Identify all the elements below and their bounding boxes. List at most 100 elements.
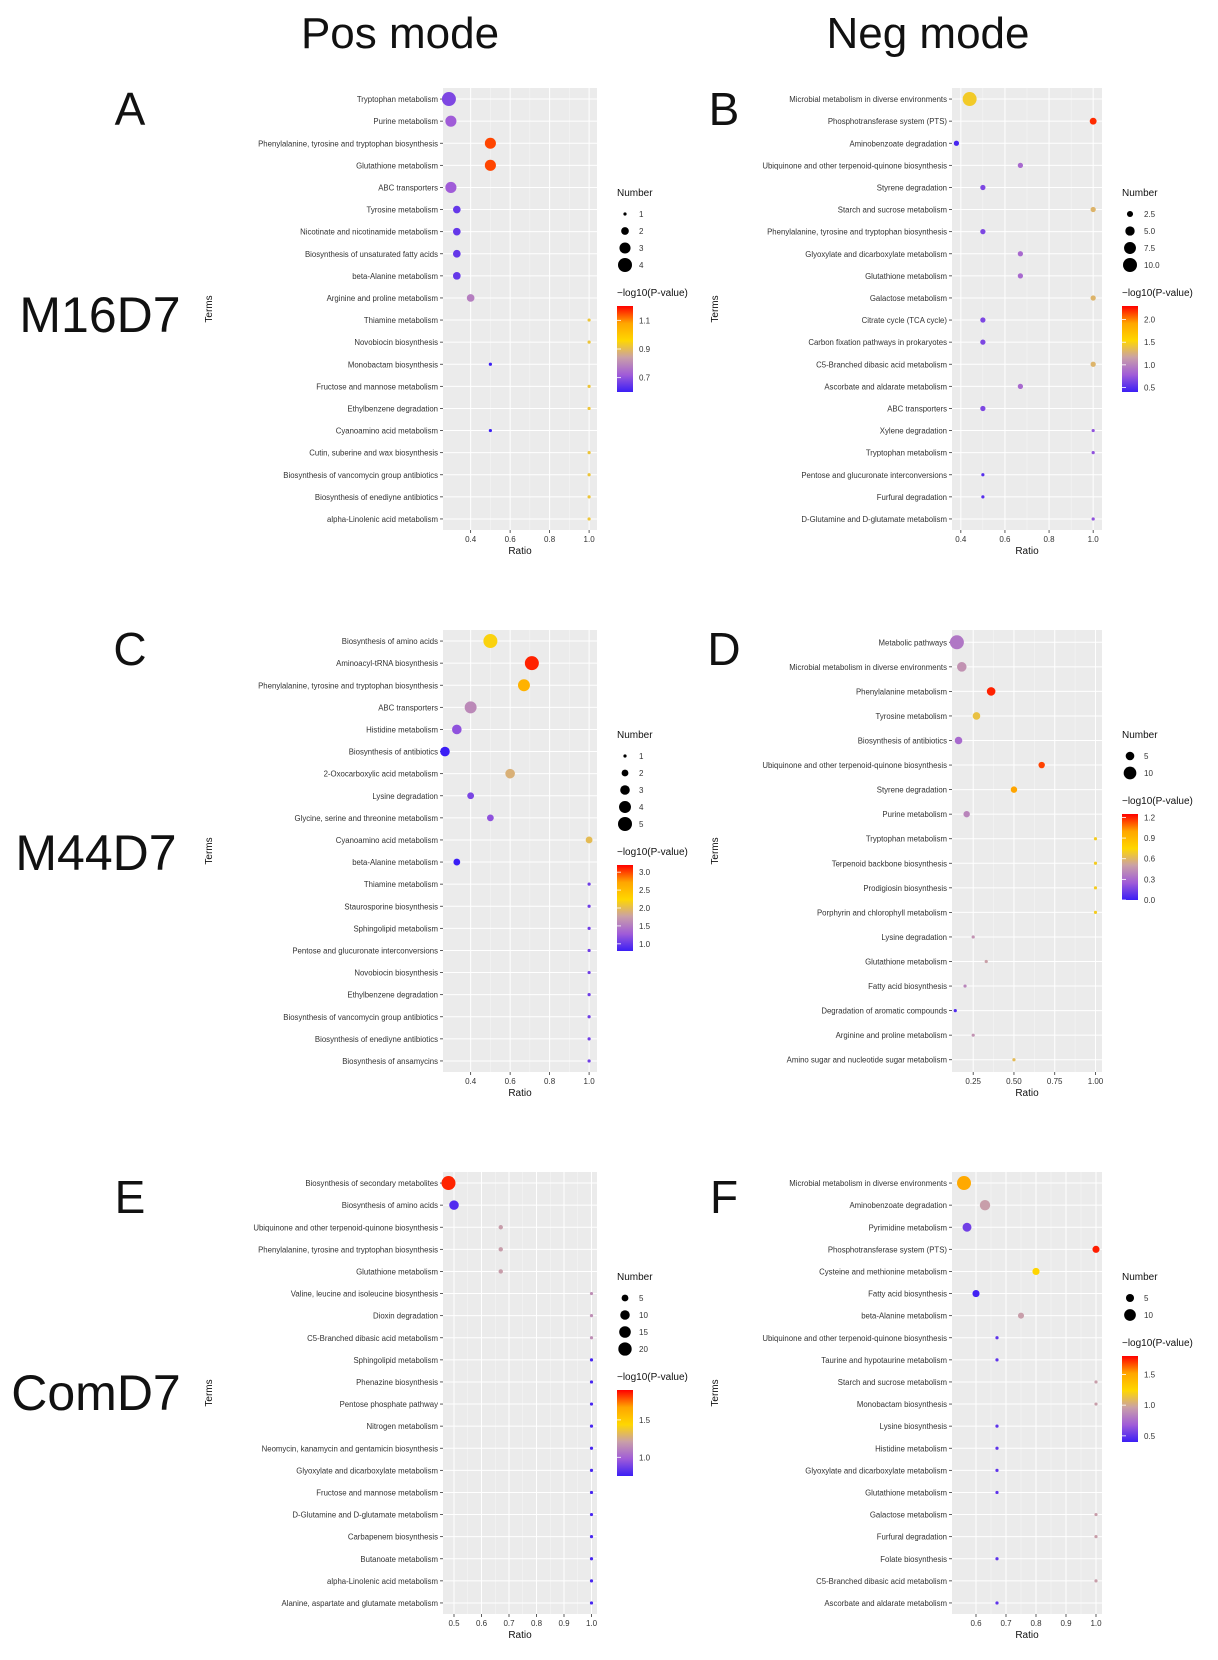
term-label: Glutathione metabolism: [865, 958, 947, 967]
size-legend-dot: [1125, 226, 1135, 236]
term-label: Ethylbenzene degradation: [347, 404, 438, 413]
panel-e: E 0.5 0.6 0.7 0.8 0.9 1.0 Biosynthesis of secon…: [115, 1171, 688, 1641]
term-label: Biosynthesis of enediyne antibiotics: [315, 493, 438, 502]
term-label: Phenylalanine, tyrosine and tryptophan b…: [258, 681, 438, 690]
term-label: Histidine metabolism: [366, 725, 438, 734]
panel-letter: C: [113, 623, 146, 675]
panel-letter: D: [707, 623, 740, 675]
term-label: Glutathione metabolism: [356, 1267, 438, 1276]
data-point: [1038, 761, 1045, 769]
x-tick-label: 0.8: [1043, 535, 1055, 544]
row-label-comd7: ComD7: [11, 1365, 180, 1421]
term-label: Nicotinate and nicotinamide metabolism: [300, 228, 438, 237]
data-point: [1017, 273, 1024, 279]
term-label: Aminobenzoate degradation: [849, 1201, 947, 1210]
data-point: [589, 1535, 594, 1539]
data-point: [587, 318, 591, 322]
term-label: Biosynthesis of enediyne antibiotics: [315, 1035, 438, 1044]
color-bar: [617, 865, 633, 951]
x-tick-label: 0.8: [544, 1077, 556, 1086]
term-label: Alanine, aspartate and glutamate metabol…: [282, 1599, 438, 1608]
term-label: Biosynthesis of antibiotics: [858, 737, 947, 746]
term-label: Biosynthesis of unsaturated fatty acids: [305, 250, 438, 259]
color-legend-title: −log10(P-value): [617, 1372, 688, 1383]
term-label: Phenylalanine metabolism: [856, 687, 947, 696]
column-header-neg: Neg mode: [826, 9, 1029, 58]
data-point: [1091, 428, 1095, 433]
y-axis-label: Terms: [710, 295, 721, 322]
size-legend-dot: [1124, 242, 1136, 254]
term-label: Citrate cycle (TCA cycle): [862, 316, 948, 325]
x-axis-label: Ratio: [1015, 1088, 1039, 1099]
term-label: Staurosporine biosynthesis: [344, 902, 438, 911]
term-label: Cyanoamino acid metabolism: [336, 427, 438, 436]
size-legend-label: 10.0: [1144, 261, 1160, 270]
term-label: 2-Oxocarboxylic acid metabolism: [324, 770, 438, 779]
term-label: Folate biosynthesis: [880, 1555, 947, 1564]
color-legend-label: 0.6: [1144, 855, 1156, 864]
size-legend-label: 1: [639, 752, 644, 761]
term-label: C5-Branched dibasic acid metabolism: [816, 1577, 947, 1586]
color-legend-label: 1.1: [639, 316, 651, 325]
data-point: [1090, 295, 1096, 301]
data-point: [1017, 251, 1024, 257]
data-point: [441, 1176, 456, 1191]
data-point: [585, 836, 593, 844]
term-label: Amino sugar and nucleotide sugar metabol…: [787, 1056, 947, 1065]
x-tick-label: 0.6: [505, 1077, 517, 1086]
term-label: Phosphotransferase system (PTS): [828, 1245, 948, 1254]
size-legend-label: 3: [639, 244, 644, 253]
color-legend-title: −log10(P-value): [1122, 288, 1193, 299]
data-point: [1092, 1245, 1100, 1253]
data-point: [1091, 517, 1095, 521]
color-legend-label: 1.0: [639, 1453, 651, 1462]
data-point: [587, 926, 591, 930]
term-label: Glycine, serine and threonine metabolism: [295, 814, 438, 823]
data-point: [466, 294, 475, 302]
color-legend-label: 1.0: [1144, 361, 1156, 370]
size-legend-dot: [623, 212, 627, 216]
size-legend-label: 4: [639, 803, 644, 812]
x-tick-label: 0.8: [544, 535, 556, 544]
data-point: [505, 768, 515, 779]
data-point: [449, 1200, 459, 1210]
data-point: [587, 406, 591, 411]
term-label: Tyrosine metabolism: [367, 206, 439, 215]
term-label: Ubiquinone and other terpenoid-quinone b…: [253, 1223, 438, 1232]
term-label: Carbapenem biosynthesis: [348, 1533, 438, 1542]
y-axis-label: Terms: [204, 295, 215, 322]
size-legend-label: 10: [639, 1311, 648, 1320]
term-label: Tryptophan metabolism: [357, 95, 438, 104]
row-label-m16d7: M16D7: [19, 287, 180, 343]
x-tick-label: 0.9: [1060, 1619, 1072, 1628]
term-label: Lysine degradation: [372, 792, 438, 801]
data-point: [1093, 861, 1098, 865]
data-point: [464, 701, 477, 714]
panel-d: D 0.25 0.50 0.75 1.00 Metabolic pathways Micro…: [707, 623, 1192, 1099]
panel-c: C 0.4 0.6 0.8 1.0 Biosynthesis of amino acids…: [113, 623, 687, 1099]
term-label: Pentose and glucuronate interconversions: [292, 946, 438, 955]
data-point: [498, 1247, 503, 1252]
x-tick-label: 0.5: [448, 1619, 460, 1628]
term-label: Styrene degradation: [877, 786, 947, 795]
term-label: D-Glutamine and D-glutamate metabolism: [292, 1511, 438, 1520]
data-point: [484, 159, 496, 171]
size-legend-label: 2: [639, 227, 644, 236]
size-legend-label: 2: [639, 769, 644, 778]
term-label: Cysteine and methionine metabolism: [819, 1267, 947, 1276]
term-label: Starch and sucrose metabolism: [838, 206, 947, 215]
data-point: [1093, 910, 1098, 914]
plot-background: [443, 1172, 597, 1614]
data-point: [995, 1490, 999, 1495]
term-label: alpha-Linolenic acid metabolism: [327, 1577, 438, 1586]
term-label: Ubiquinone and other terpenoid-quinone b…: [762, 161, 947, 170]
x-tick-label: 1.0: [1090, 1619, 1102, 1628]
data-point: [589, 1402, 594, 1406]
term-label: Biosynthesis of ansamycins: [342, 1057, 438, 1066]
plot-background: [952, 630, 1102, 1072]
data-point: [524, 656, 539, 671]
x-tick-label: 0.8: [1030, 1619, 1042, 1628]
term-label: Biosynthesis of amino acids: [342, 1201, 438, 1210]
color-legend-label: 2.5: [639, 886, 651, 895]
term-label: Galactose metabolism: [870, 294, 947, 303]
